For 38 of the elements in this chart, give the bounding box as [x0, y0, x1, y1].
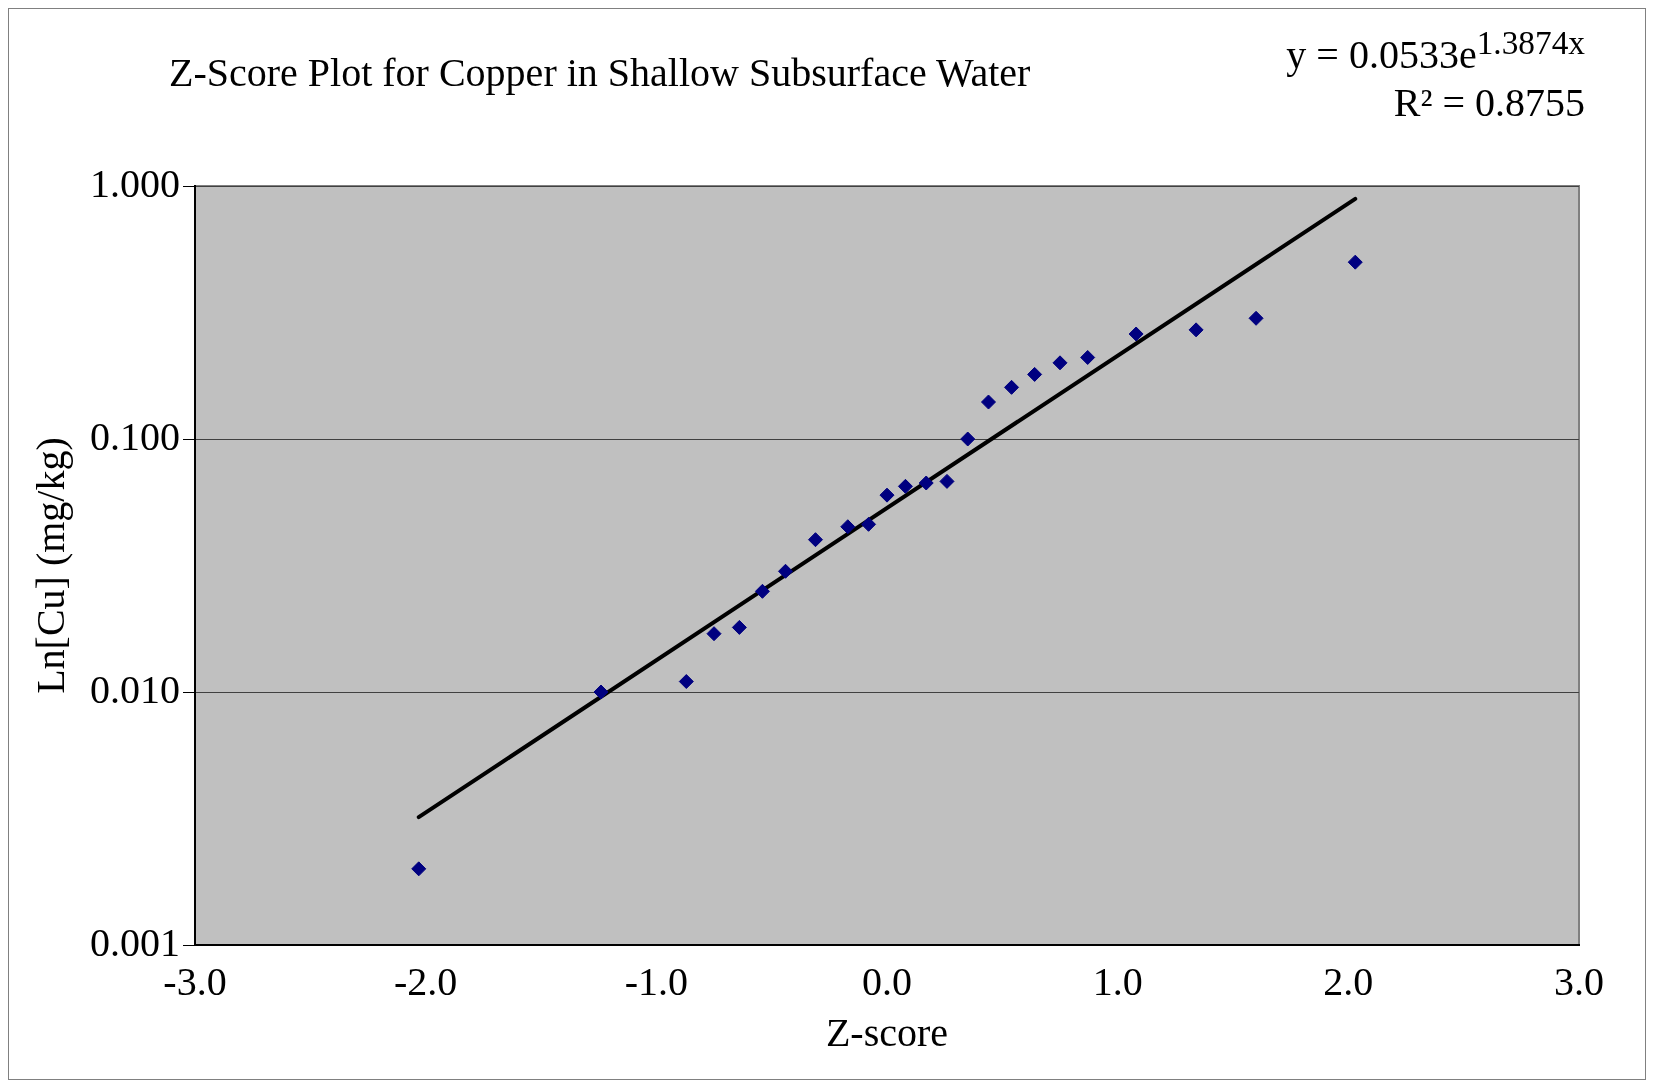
point — [754, 583, 770, 599]
y-tick-label: 0.100 — [90, 413, 180, 459]
point — [1128, 326, 1144, 342]
point — [1080, 349, 1096, 365]
text: R² = 0.8755 — [1392, 79, 1585, 128]
x-tick-label: 2.0 — [1323, 958, 1374, 1004]
point — [918, 475, 934, 491]
text: y = 0.0533e$^{1.3874x}$ — [1286, 23, 1585, 80]
point — [1188, 322, 1204, 338]
point — [980, 394, 996, 410]
point — [807, 532, 823, 548]
point — [960, 431, 976, 447]
point — [1347, 254, 1363, 270]
x-tick-label: 3.0 — [1554, 958, 1604, 1004]
point — [778, 563, 794, 579]
y-axis-title: Ln[Cu] (mg/kg) — [27, 437, 73, 694]
point — [1004, 379, 1020, 395]
y-tick-label: 1.000 — [90, 160, 180, 206]
point — [879, 487, 895, 503]
point — [897, 478, 913, 494]
point — [1052, 355, 1068, 371]
chart-title: Z-Score Plot for Copper in Shallow Subsurface Water — [169, 49, 1031, 96]
point — [411, 861, 427, 877]
point — [593, 684, 609, 700]
x-axis-title: Z-score — [825, 1009, 949, 1055]
y-tick-label: 0.010 — [90, 666, 180, 712]
point — [706, 626, 722, 642]
point — [731, 619, 747, 635]
point — [861, 516, 877, 532]
point — [678, 674, 694, 690]
point — [1027, 366, 1043, 382]
x-tick-label: -2.0 — [394, 958, 458, 1004]
x-tick-label: -1.0 — [624, 958, 688, 1004]
x-tick-label: 0.0 — [862, 958, 912, 1004]
point — [1248, 310, 1264, 326]
x-tick-label: 1.0 — [1092, 958, 1143, 1004]
point — [939, 473, 955, 489]
point — [840, 519, 856, 535]
